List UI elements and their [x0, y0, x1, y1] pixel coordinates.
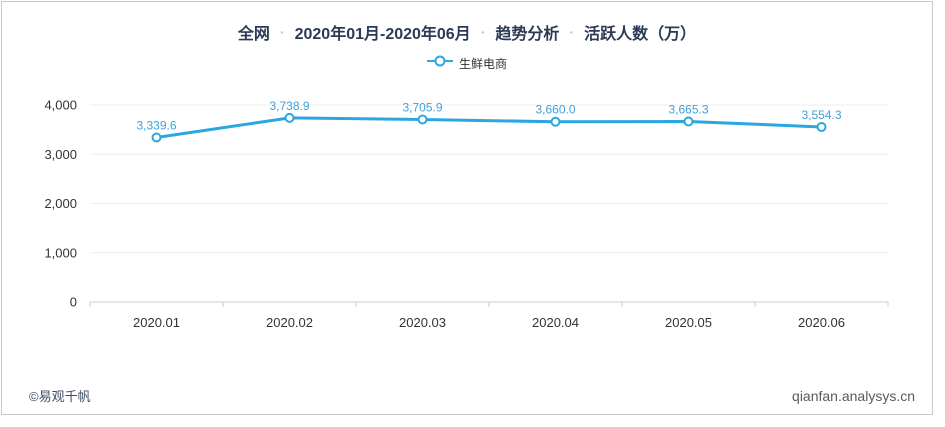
legend-item[interactable]: 生鲜电商 [2, 54, 932, 72]
y-tick-label: 3,000 [44, 147, 77, 162]
data-point-label: 3,738.9 [269, 99, 309, 113]
title-analysis-type: 趋势分析 [495, 26, 560, 43]
legend-label: 生鲜电商 [458, 56, 507, 71]
data-point-label: 3,665.3 [668, 102, 708, 116]
title-separator-icon: · [569, 24, 575, 40]
chart-title: 全网 · 2020年01月-2020年06月 · 趋势分析 · 活跃人数（万） [2, 20, 932, 44]
data-point-marker[interactable] [550, 116, 561, 127]
title-separator-icon: · [279, 24, 285, 40]
x-tick-label: 2020.05 [665, 315, 712, 330]
footer: ©易观千帆 qianfan.analysys.cn [29, 386, 915, 405]
data-point-marker[interactable] [284, 112, 295, 123]
data-point-marker[interactable] [816, 121, 827, 132]
x-tick-label: 2020.04 [532, 315, 579, 330]
chart-card: 全网 · 2020年01月-2020年06月 · 趋势分析 · 活跃人数（万） … [1, 1, 933, 415]
data-point-label: 3,339.6 [136, 119, 176, 133]
title-period: 2020年01月-2020年06月 [294, 26, 471, 43]
y-tick-label: 1,000 [44, 245, 77, 260]
title-scope: 全网 [237, 26, 270, 43]
y-tick-label: 2,000 [44, 196, 77, 211]
data-point-marker[interactable] [417, 114, 428, 125]
data-point-label: 3,705.9 [402, 100, 442, 114]
data-point-label: 3,660.0 [535, 103, 575, 117]
series-line [155, 116, 823, 140]
data-point-marker[interactable] [683, 116, 694, 127]
title-metric: 活跃人数（万） [584, 26, 697, 43]
line-chart: 0 1,000 2,000 3,000 4,000 2020.01 2020.02 2020.… [44, 98, 889, 330]
x-tick-label: 2020.03 [399, 315, 446, 330]
x-tick-label: 2020.01 [133, 315, 180, 330]
title-separator-icon: · [480, 24, 486, 40]
data-point-label: 3,554.3 [801, 108, 841, 122]
legend-line-circle-icon [426, 54, 453, 72]
y-tick-label: 0 [70, 295, 77, 310]
site-url: qianfan.analysys.cn [792, 388, 915, 404]
y-tick-label: 4,000 [44, 98, 77, 113]
x-tick-label: 2020.06 [798, 315, 845, 330]
data-point-marker[interactable] [151, 132, 162, 143]
x-tick-label: 2020.02 [266, 315, 313, 330]
copyright-text: ©易观千帆 [29, 389, 91, 404]
